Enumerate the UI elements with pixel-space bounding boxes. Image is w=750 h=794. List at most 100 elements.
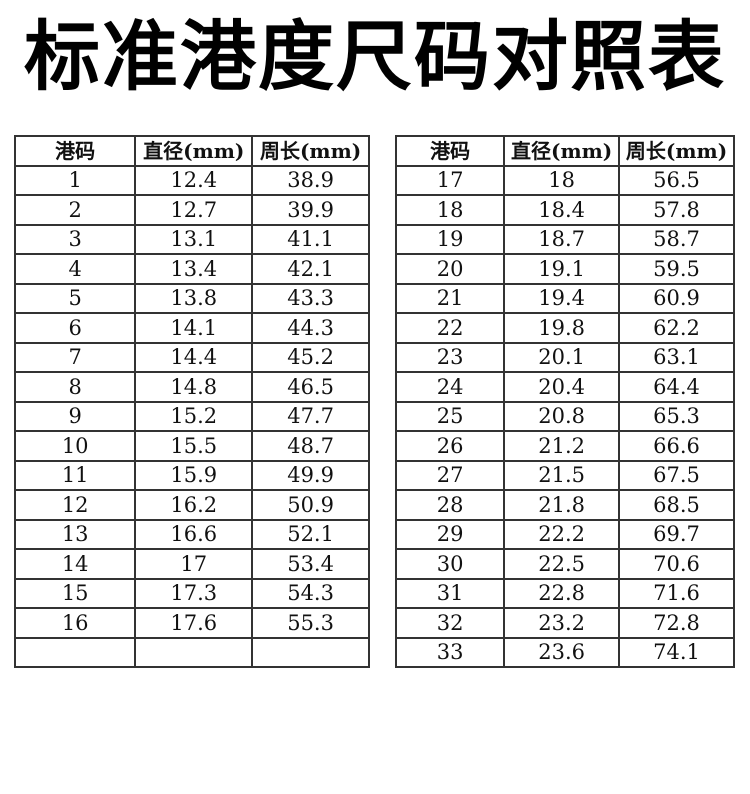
cell-circumference: 58.7: [618, 223, 735, 255]
table-row: 25 20.8 65.3: [394, 400, 735, 432]
cell-diameter: 22.2: [503, 518, 621, 550]
cell-size: 8: [13, 371, 137, 403]
cell-diameter: 19.8: [503, 312, 621, 344]
table-row: 12 16.2 50.9: [13, 489, 370, 521]
cell-circumference: 46.5: [251, 371, 370, 403]
cell-size: 24: [394, 371, 506, 403]
cell-diameter: 13.4: [134, 253, 254, 285]
cell-diameter: 18.4: [503, 194, 621, 226]
cell-diameter: 15.9: [134, 459, 254, 491]
cell-diameter: 21.2: [503, 430, 621, 462]
table-row: [13, 636, 370, 668]
size-table-left: 港码 直径(mm) 周长(mm) 1 12.4 38.9 2 12.7 39.9 3 13.1…: [13, 135, 370, 668]
table-row: 18 18.4 57.8: [394, 194, 735, 226]
cell-circumference: 68.5: [618, 489, 735, 521]
cell-diameter: 16.6: [134, 518, 254, 550]
cell-size: 16: [13, 607, 137, 639]
cell-circumference: 70.6: [618, 548, 735, 580]
cell-circumference: 57.8: [618, 194, 735, 226]
table-row: 23 20.1 63.1: [394, 341, 735, 373]
cell-diameter: 22.8: [503, 577, 621, 609]
cell-diameter: 17.6: [134, 607, 254, 639]
cell-diameter: 13.8: [134, 282, 254, 314]
cell-diameter: 18: [503, 164, 621, 196]
table-row: 8 14.8 46.5: [13, 371, 370, 403]
header-circumference: 周长(mm): [618, 135, 735, 167]
table-row: 3 13.1 41.1: [13, 223, 370, 255]
cell-size: 15: [13, 577, 137, 609]
cell-size: 5: [13, 282, 137, 314]
cell-diameter: 21.8: [503, 489, 621, 521]
cell-size: 26: [394, 430, 506, 462]
cell-circumference: 59.5: [618, 253, 735, 285]
cell-diameter: 12.4: [134, 164, 254, 196]
cell-diameter: 14.8: [134, 371, 254, 403]
cell-circumference: [251, 636, 370, 668]
cell-size: 21: [394, 282, 506, 314]
cell-circumference: 48.7: [251, 430, 370, 462]
cell-diameter: 20.4: [503, 371, 621, 403]
cell-diameter: 19.4: [503, 282, 621, 314]
table-row: 14 17 53.4: [13, 548, 370, 580]
cell-diameter: 23.2: [503, 607, 621, 639]
table-row: 17 18 56.5: [394, 164, 735, 196]
table-row: 27 21.5 67.5: [394, 459, 735, 491]
table-row: 28 21.8 68.5: [394, 489, 735, 521]
table-row: 33 23.6 74.1: [394, 636, 735, 668]
cell-circumference: 43.3: [251, 282, 370, 314]
cell-circumference: 45.2: [251, 341, 370, 373]
cell-size: 12: [13, 489, 137, 521]
cell-circumference: 49.9: [251, 459, 370, 491]
cell-circumference: 55.3: [251, 607, 370, 639]
cell-circumference: 71.6: [618, 577, 735, 609]
cell-circumference: 39.9: [251, 194, 370, 226]
cell-circumference: 69.7: [618, 518, 735, 550]
table-row: 10 15.5 48.7: [13, 430, 370, 462]
cell-circumference: 53.4: [251, 548, 370, 580]
table-row: 11 15.9 49.9: [13, 459, 370, 491]
cell-diameter: 15.5: [134, 430, 254, 462]
cell-circumference: 56.5: [618, 164, 735, 196]
cell-circumference: 72.8: [618, 607, 735, 639]
cell-size: 20: [394, 253, 506, 285]
table-row: 31 22.8 71.6: [394, 577, 735, 609]
table-row: 13 16.6 52.1: [13, 518, 370, 550]
cell-diameter: 19.1: [503, 253, 621, 285]
cell-circumference: 60.9: [618, 282, 735, 314]
cell-size: 19: [394, 223, 506, 255]
cell-circumference: 47.7: [251, 400, 370, 432]
cell-circumference: 50.9: [251, 489, 370, 521]
cell-size: 28: [394, 489, 506, 521]
header-diameter: 直径(mm): [134, 135, 254, 167]
cell-circumference: 44.3: [251, 312, 370, 344]
table-header-row: 港码 直径(mm) 周长(mm): [13, 135, 370, 167]
cell-size: 14: [13, 548, 137, 580]
cell-diameter: 23.6: [503, 636, 621, 668]
table-row: 21 19.4 60.9: [394, 282, 735, 314]
cell-diameter: [134, 636, 254, 668]
table-row: 24 20.4 64.4: [394, 371, 735, 403]
cell-size: 2: [13, 194, 137, 226]
table-row: 20 19.1 59.5: [394, 253, 735, 285]
table-row: 4 13.4 42.1: [13, 253, 370, 285]
table-row: 1 12.4 38.9: [13, 164, 370, 196]
table-header-row: 港码 直径(mm) 周长(mm): [394, 135, 735, 167]
cell-diameter: 16.2: [134, 489, 254, 521]
cell-circumference: 65.3: [618, 400, 735, 432]
cell-diameter: 12.7: [134, 194, 254, 226]
cell-circumference: 62.2: [618, 312, 735, 344]
cell-size: 30: [394, 548, 506, 580]
table-row: 9 15.2 47.7: [13, 400, 370, 432]
table-row: 29 22.2 69.7: [394, 518, 735, 550]
cell-size: 10: [13, 430, 137, 462]
cell-size: 29: [394, 518, 506, 550]
cell-circumference: 38.9: [251, 164, 370, 196]
cell-diameter: 14.4: [134, 341, 254, 373]
cell-size: 6: [13, 312, 137, 344]
cell-size: 1: [13, 164, 137, 196]
cell-diameter: 17: [134, 548, 254, 580]
table-row: 30 22.5 70.6: [394, 548, 735, 580]
cell-diameter: 14.1: [134, 312, 254, 344]
cell-size: 4: [13, 253, 137, 285]
table-row: 22 19.8 62.2: [394, 312, 735, 344]
